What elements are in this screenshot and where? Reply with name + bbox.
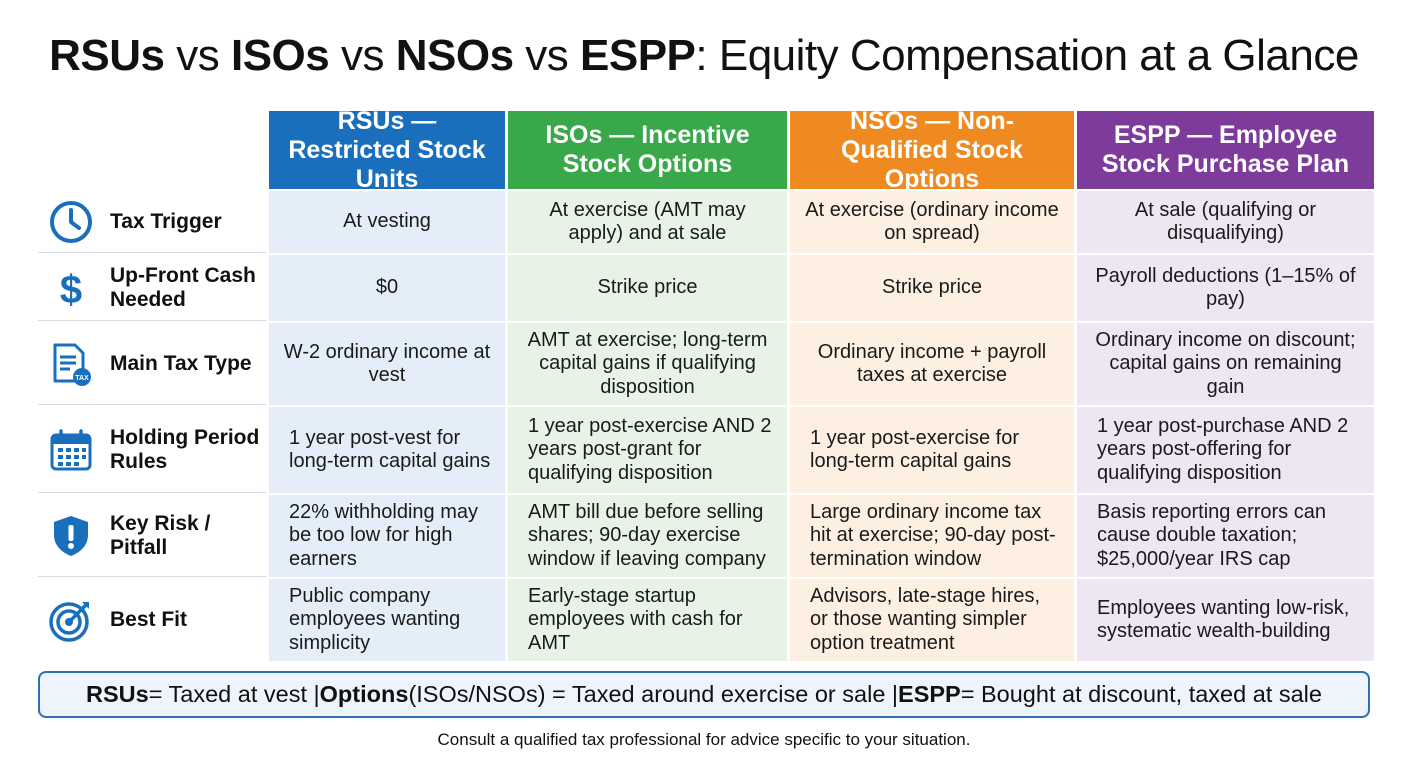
row-label-tax-trigger: Tax Trigger [38,191,266,253]
dollar-icon: $ [46,263,96,313]
row-label-text: Tax Trigger [110,209,222,233]
column-header-nsos: NSOs — Non-Qualified Stock Options [790,107,1074,193]
table-cell: 1 year post-purchase AND 2 years post-of… [1077,407,1374,493]
table-cell: Strike price [508,255,787,321]
row-label-up-front-cash: $ Up-Front Cash Needed [38,255,266,321]
row-label-text: Main Tax Type [110,351,252,375]
column-header-isos: ISOs — Incentive Stock Options [508,111,787,189]
table-cell: W-2 ordinary income at vest [269,323,505,405]
row-label-main-tax-type: TAX Main Tax Type [38,323,266,405]
table-cell: $0 [269,255,505,321]
table-cell: Employees wanting low-risk, systematic w… [1077,579,1374,661]
summary-banner: RSUs = Taxed at vest | Options (ISOs/NSO… [38,671,1370,718]
table-cell: 1 year post-vest for long-term capital g… [269,407,505,493]
table-cell: Payroll deductions (1–15% of pay) [1077,255,1374,321]
row-label-text: Holding Period Rules [110,425,260,473]
svg-text:$: $ [60,268,82,311]
table-cell: At exercise (ordinary income on spread) [790,191,1074,253]
table-cell: Advisors, late-stage hires, or those wan… [790,579,1074,661]
table-cell: Early-stage startup employees with cash … [508,579,787,661]
table-cell: At exercise (AMT may apply) and at sale [508,191,787,253]
row-label-text: Key Risk / Pitfall [110,511,211,559]
table-cell: 1 year post-exercise for long-term capit… [790,407,1074,493]
table-cell: Public company employees wanting simplic… [269,579,505,661]
calendar-icon [46,425,96,475]
table-cell: Basis reporting errors can cause double … [1077,495,1374,577]
table-cell: Ordinary income + payroll taxes at exerc… [790,323,1074,405]
page-title: RSUs vs ISOs vs NSOs vs ESPP: Equity Com… [49,31,1359,80]
table-cell: 1 year post-exercise AND 2 years post-gr… [508,407,787,493]
clock-icon [46,197,96,247]
comparison-table: RSUs — Restricted Stock Units ISOs — Inc… [38,107,1374,661]
table-cell: Strike price [790,255,1074,321]
table-cell: Ordinary income on discount; capital gai… [1077,323,1374,405]
table-cell: At sale (qualifying or disqualifying) [1077,191,1374,253]
column-header-rsus: RSUs — Restricted Stock Units [269,107,505,193]
tax-document-icon: TAX [46,339,96,389]
table-cell: At vesting [269,191,505,253]
row-label-best-fit: Best Fit [38,579,266,661]
disclaimer-footnote: Consult a qualified tax professional for… [437,730,971,749]
column-header-espp: ESPP — Employee Stock Purchase Plan [1077,111,1374,189]
table-cell: 22% withholding may be too low for high … [269,495,505,577]
table-cell: AMT bill due before selling shares; 90-d… [508,495,787,577]
row-label-text: Best Fit [110,608,188,631]
row-label-text: Up-Front Cash Needed [110,263,256,311]
svg-text:TAX: TAX [75,375,89,382]
table-cell: AMT at exercise; long-term capital gains… [508,323,787,405]
row-label-key-risk: Key Risk / Pitfall [38,495,266,577]
table-cell: Large ordinary income tax hit at exercis… [790,495,1074,577]
shield-warning-icon [46,511,96,561]
row-label-holding-period: Holding Period Rules [38,407,266,493]
table-corner [38,111,266,189]
target-icon [46,595,96,645]
